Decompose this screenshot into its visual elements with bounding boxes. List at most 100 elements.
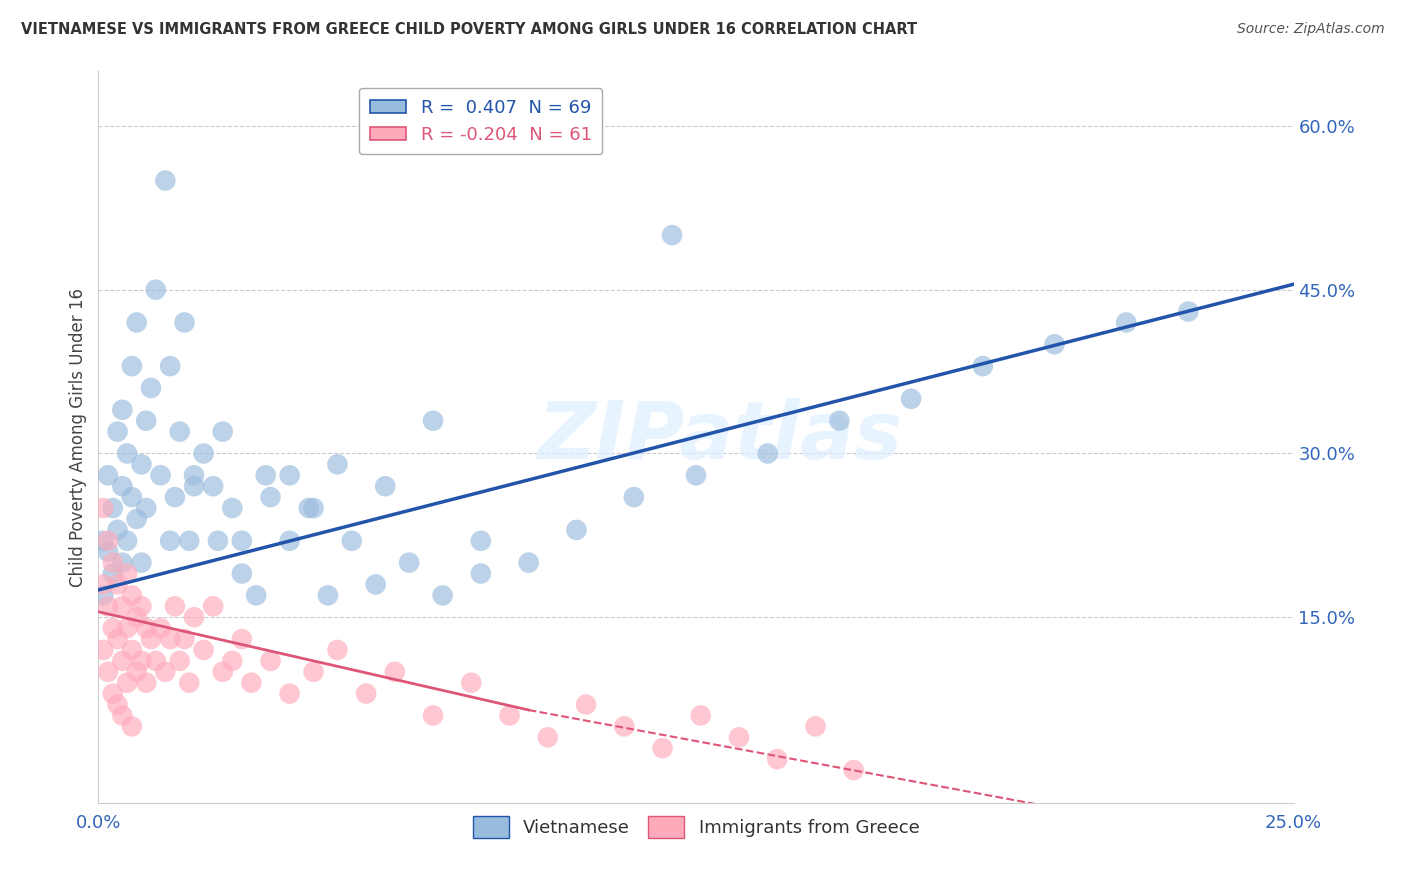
Point (91, 588, 114, 602)
Point (193, 446, 215, 460)
Point (145, 283, 167, 297)
Point (470, 533, 492, 548)
Point (131, 654, 153, 668)
Point (804, 719, 827, 733)
Point (111, 599, 134, 614)
Point (107, 577, 129, 591)
Point (689, 708, 711, 723)
Point (316, 588, 339, 602)
Point (842, 763, 865, 777)
Point (240, 675, 263, 690)
Point (470, 566, 492, 581)
Point (231, 533, 253, 548)
Point (613, 719, 636, 733)
Point (131, 458, 153, 472)
Point (169, 654, 191, 668)
Point (211, 665, 233, 679)
Point (139, 381, 162, 395)
Point (97, 468, 120, 483)
Point (159, 632, 181, 646)
Point (173, 315, 195, 329)
Point (155, 173, 177, 187)
Point (163, 490, 186, 504)
Point (498, 708, 520, 723)
Point (169, 425, 191, 439)
Point (460, 675, 482, 690)
Point (179, 533, 201, 548)
Point (149, 468, 172, 483)
Point (422, 708, 444, 723)
Point (183, 468, 205, 483)
Point (661, 228, 683, 243)
Point (340, 533, 363, 548)
Point (135, 501, 157, 516)
Point (302, 665, 325, 679)
Point (97, 599, 120, 614)
Point (354, 687, 377, 701)
Point (125, 665, 148, 679)
Point (107, 425, 129, 439)
Point (131, 599, 153, 614)
Point (972, 359, 994, 373)
Point (278, 687, 301, 701)
Point (326, 643, 349, 657)
Point (900, 392, 922, 406)
Point (91, 533, 114, 548)
Point (107, 698, 129, 712)
Point (159, 533, 181, 548)
Point (101, 556, 124, 570)
Point (278, 533, 301, 548)
Point (115, 533, 138, 548)
Point (115, 566, 138, 581)
Point (193, 643, 215, 657)
Point (101, 566, 124, 581)
Point (211, 425, 233, 439)
Point (179, 675, 201, 690)
Point (155, 665, 177, 679)
Point (575, 698, 598, 712)
Point (183, 479, 205, 493)
Point (111, 654, 134, 668)
Point (384, 665, 406, 679)
Point (139, 632, 162, 646)
Point (97, 665, 120, 679)
Point (149, 621, 172, 635)
Point (221, 654, 243, 668)
Point (91, 643, 114, 657)
Point (1043, 337, 1066, 351)
Point (163, 599, 186, 614)
Text: VIETNAMESE VS IMMIGRANTS FROM GREECE CHILD POVERTY AMONG GIRLS UNDER 16 CORRELAT: VIETNAMESE VS IMMIGRANTS FROM GREECE CHI… (21, 22, 917, 37)
Point (326, 458, 349, 472)
Text: ZIPatlas: ZIPatlas (537, 398, 903, 476)
Point (111, 402, 134, 417)
Point (231, 566, 253, 581)
Point (231, 632, 253, 646)
Point (685, 468, 707, 483)
Point (828, 414, 851, 428)
Point (111, 556, 134, 570)
Point (159, 359, 181, 373)
Point (259, 490, 281, 504)
Point (135, 621, 157, 635)
Point (107, 523, 129, 537)
Point (101, 501, 124, 516)
Point (302, 501, 325, 516)
Point (91, 501, 114, 516)
Point (135, 414, 157, 428)
Point (623, 490, 645, 504)
Point (202, 479, 225, 493)
Point (422, 414, 444, 428)
Point (121, 643, 143, 657)
Point (125, 315, 148, 329)
Point (221, 501, 243, 516)
Point (97, 533, 120, 548)
Point (537, 731, 560, 745)
Point (1177, 304, 1199, 318)
Point (121, 490, 143, 504)
Point (111, 479, 134, 493)
Legend: Vietnamese, Immigrants from Greece: Vietnamese, Immigrants from Greece (465, 808, 927, 845)
Point (728, 731, 751, 745)
Point (145, 654, 167, 668)
Point (115, 446, 138, 460)
Point (125, 512, 148, 526)
